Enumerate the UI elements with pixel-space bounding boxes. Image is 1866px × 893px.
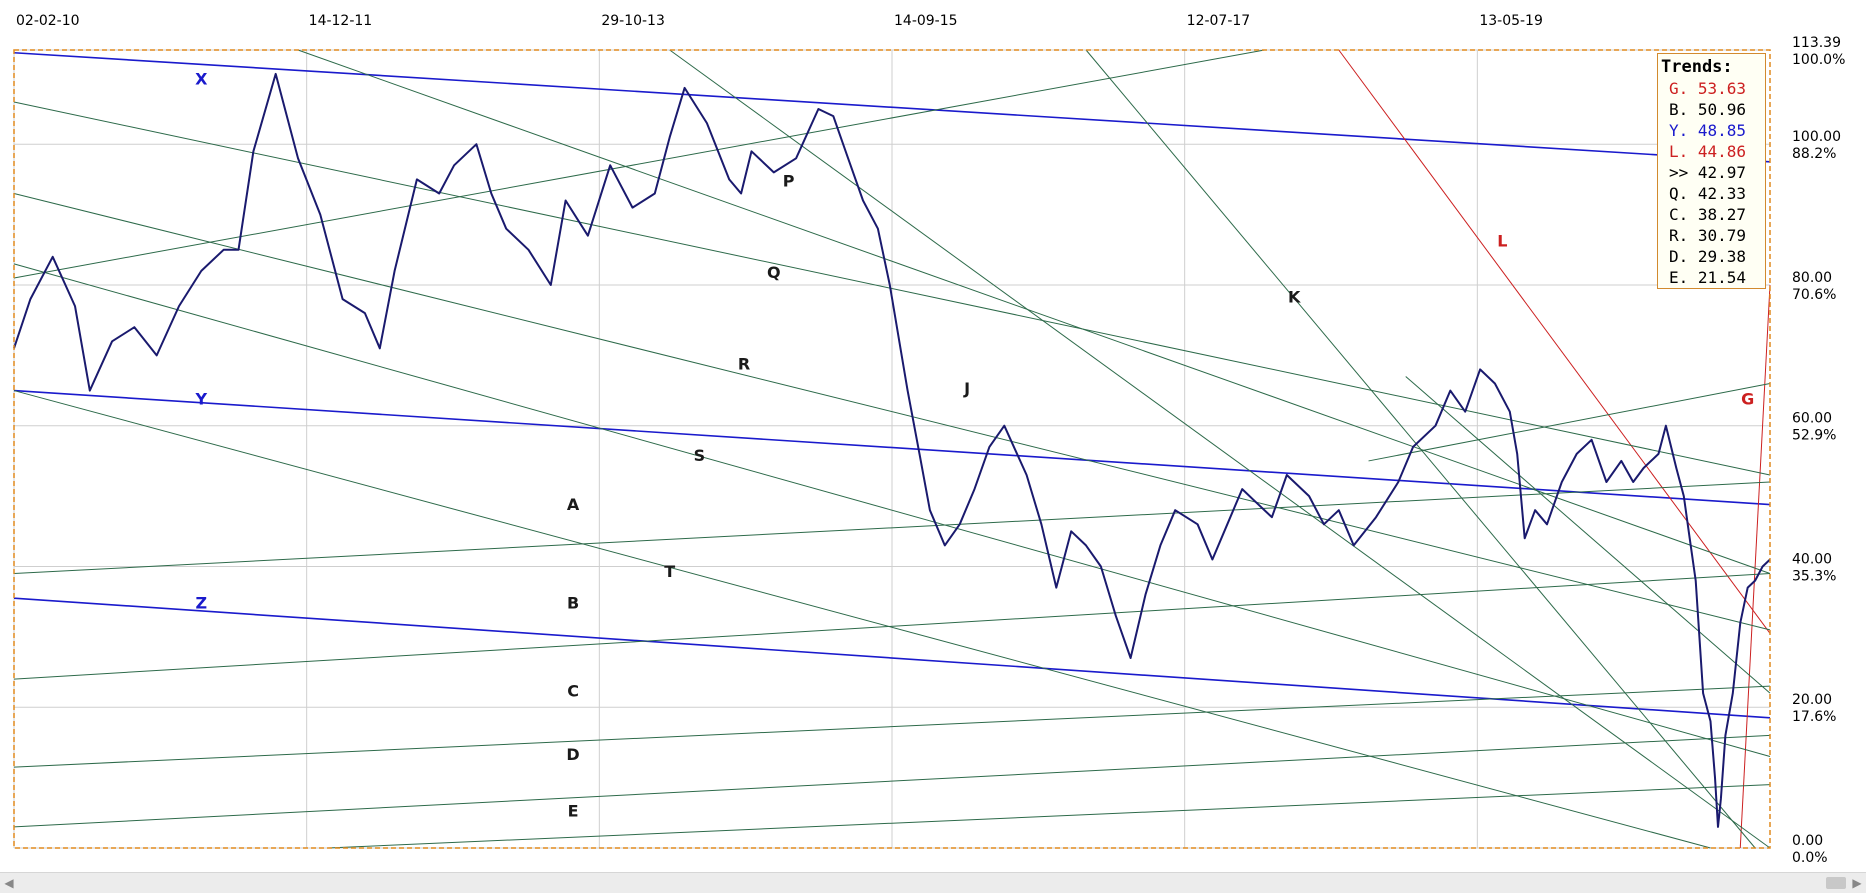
- trend-line-labels: X Y Z P Q R S T A B C D E J K L G: [195, 69, 1755, 820]
- scroll-right-arrow-icon[interactable]: ▶: [1852, 876, 1862, 890]
- trends-panel-title: Trends:: [1661, 57, 1733, 77]
- y-tick-price-label: 0.00: [1792, 833, 1823, 849]
- trend-line-r: [13, 263, 1771, 757]
- y-tick-percent-label: 35.3%: [1792, 568, 1836, 584]
- trend-row: D. 29.38: [1669, 247, 1747, 266]
- y-tick-price-label: 60.00: [1792, 411, 1832, 427]
- trend-row: Q. 42.33: [1669, 184, 1747, 203]
- trend-line-s: [13, 390, 1711, 849]
- trend-row: E. 21.54: [1669, 268, 1747, 287]
- trend-label-y: Y: [195, 390, 208, 409]
- trend-line-x: [13, 51, 1771, 163]
- trend-label-s: S: [694, 446, 706, 465]
- plot-area-border: [13, 49, 1771, 849]
- y-tick-percent-label: 52.9%: [1792, 428, 1836, 444]
- trend-line-e: [327, 784, 1771, 849]
- chart-grid: [13, 49, 1770, 849]
- x-axis-tick-labels: 02-02-10 14-12-11 29-10-13 14-09-15 12-07-17…: [16, 13, 1543, 29]
- scrollbar-thumb[interactable]: [1826, 877, 1846, 889]
- trend-line-l: [1338, 49, 1771, 634]
- trend-row: B. 50.96: [1669, 100, 1747, 119]
- trend-line-g: [1739, 284, 1771, 849]
- y-tick-price-label: 80.00: [1792, 270, 1832, 286]
- x-tick-label: 14-09-15: [894, 13, 958, 29]
- trend-line-a: [13, 481, 1771, 575]
- trend-row: R. 30.79: [1669, 226, 1747, 245]
- y-tick-price-label: 100.00: [1792, 129, 1841, 145]
- trend-line-f3: [1085, 49, 1756, 849]
- trend-line-f4: [1405, 376, 1771, 694]
- x-tick-label: 29-10-13: [601, 13, 665, 29]
- trend-line-f2: [669, 49, 1771, 849]
- trend-row: Y. 48.85: [1669, 121, 1747, 140]
- trend-line-p: [297, 49, 1771, 575]
- trend-label-l: L: [1497, 231, 1507, 250]
- trend-row: C. 38.27: [1669, 205, 1747, 224]
- trend-label-e: E: [568, 801, 579, 820]
- y-tick-price-label: 20.00: [1792, 692, 1832, 708]
- y-tick-percent-label: 17.6%: [1792, 709, 1836, 725]
- trend-row: >> 42.97: [1669, 163, 1747, 182]
- trend-label-g: G: [1741, 390, 1754, 409]
- trend-label-d: D: [566, 745, 579, 764]
- trend-label-q: Q: [767, 263, 781, 282]
- trend-label-a: A: [567, 495, 580, 514]
- x-tick-label: 12-07-17: [1187, 13, 1251, 29]
- trend-line-b: [13, 573, 1771, 680]
- horizontal-scrollbar[interactable]: ◀ ▶: [0, 872, 1866, 893]
- trend-line-d: [13, 734, 1771, 828]
- trend-label-b: B: [567, 594, 579, 613]
- trend-line-y: [13, 389, 1771, 506]
- y-tick-percent-label: 100.0%: [1792, 52, 1845, 68]
- trend-label-x: X: [195, 69, 208, 88]
- trend-line-q: [13, 193, 1771, 631]
- y-tick-percent-label: 0.0%: [1792, 850, 1828, 866]
- trend-label-p: P: [783, 171, 795, 190]
- price-line-series: [13, 72, 1771, 828]
- y-tick-price-label: 40.00: [1792, 551, 1832, 567]
- trend-row: G. 53.63: [1669, 79, 1747, 98]
- price-series: [13, 72, 1771, 828]
- trend-label-r: R: [738, 354, 750, 373]
- trend-label-k: K: [1288, 288, 1301, 307]
- trend-label-t: T: [664, 562, 675, 581]
- trends-panel: Trends: G. 53.63 B. 50.96 Y. 48.85 L. 44.86…: [1657, 53, 1766, 289]
- y-tick-price-label: 113.39: [1792, 35, 1841, 51]
- trend-label-j: J: [963, 379, 970, 398]
- x-tick-label: 14-12-11: [309, 13, 373, 29]
- trend-line-z: [13, 597, 1771, 719]
- trend-line-k: [13, 101, 1771, 476]
- trend-line-c: [13, 685, 1771, 768]
- x-tick-label: 13-05-19: [1479, 13, 1543, 29]
- trend-label-c: C: [567, 682, 579, 701]
- trend-row: L. 44.86: [1669, 142, 1747, 161]
- scroll-left-arrow-icon[interactable]: ◀: [4, 876, 14, 890]
- trend-label-z: Z: [196, 594, 208, 613]
- y-tick-percent-label: 88.2%: [1792, 146, 1836, 162]
- trend-lines: [13, 49, 1771, 849]
- trend-line-f5: [1368, 383, 1771, 462]
- trend-line-f1: [13, 49, 1265, 279]
- trends-panel-rows: G. 53.63 B. 50.96 Y. 48.85 L. 44.86 >> 42.97…: [1661, 78, 1765, 288]
- price-chart: X Y Z P Q R S T A B C D E J K L G 02-02-10 14-12-11 29-10-…: [13, 13, 1845, 866]
- y-tick-percent-label: 70.6%: [1792, 287, 1836, 303]
- x-tick-label: 02-02-10: [16, 13, 80, 29]
